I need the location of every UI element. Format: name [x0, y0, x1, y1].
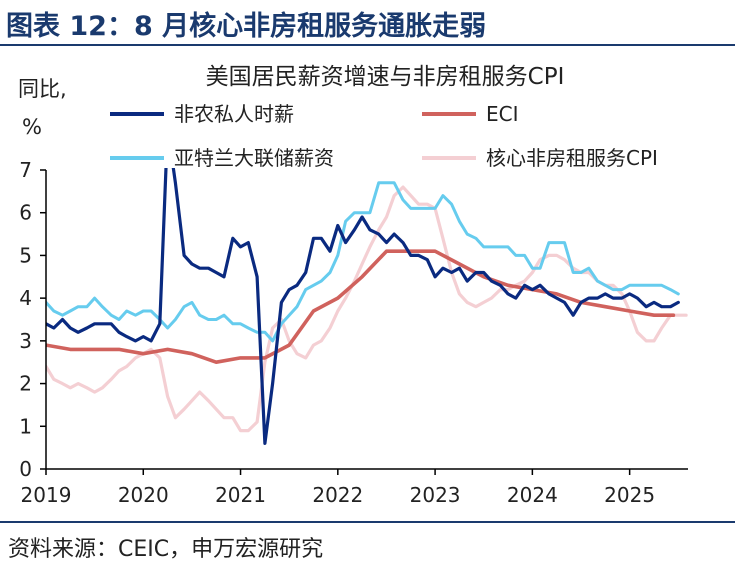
y-axis-unit: % — [22, 115, 42, 139]
y-tick-label-2: 2 — [19, 372, 32, 396]
x-tick-label-0: 2019 — [21, 483, 72, 507]
legend-label-2: ECI — [486, 102, 519, 126]
y-tick-label-6: 6 — [19, 201, 32, 225]
chart-title: 美国居民薪资增速与非房租服务CPI — [206, 64, 565, 90]
x-tick-label-3: 2022 — [312, 483, 363, 507]
source-rule — [0, 521, 735, 523]
x-tick-label-5: 2024 — [507, 483, 558, 507]
y-tick-label-1: 1 — [19, 414, 32, 438]
x-tick-label-2: 2021 — [215, 483, 266, 507]
legend: 非农私人时薪 ECI 亚特兰大联储薪资 核心非房租服务CPI — [110, 102, 658, 170]
plot-area: 0 1 2 3 4 5 6 7 2019 2020 2021 2022 2023 2024 2025 — [19, 158, 688, 507]
series-lines — [46, 168, 688, 445]
legend-label-3: 亚特兰大联储薪资 — [174, 146, 334, 170]
legend-label-4: 核心非房租服务CPI — [486, 146, 658, 170]
legend-label-1: 非农私人时薪 — [174, 102, 294, 126]
series-line-1 — [46, 168, 680, 445]
y-tick-label-4: 4 — [19, 286, 32, 310]
x-tick-label-6: 2025 — [604, 483, 655, 507]
y-tick-label-5: 5 — [19, 243, 32, 267]
x-tick-label-4: 2023 — [410, 483, 461, 507]
source-note: 资料来源：CEIC，申万宏源研究 — [8, 537, 324, 562]
x-tick-label-1: 2020 — [118, 483, 169, 507]
series-line-2 — [46, 249, 676, 364]
y-axis-label: 同比, — [18, 77, 67, 101]
y-tick-label-0: 0 — [19, 457, 32, 481]
y-tick-label-3: 3 — [19, 329, 32, 353]
y-tick-label-7: 7 — [19, 158, 32, 182]
series-line-3 — [46, 181, 680, 343]
title-rule — [0, 44, 735, 46]
figure-title: 图表 12：8 月核心非房租服务通胀走弱 — [6, 11, 487, 42]
